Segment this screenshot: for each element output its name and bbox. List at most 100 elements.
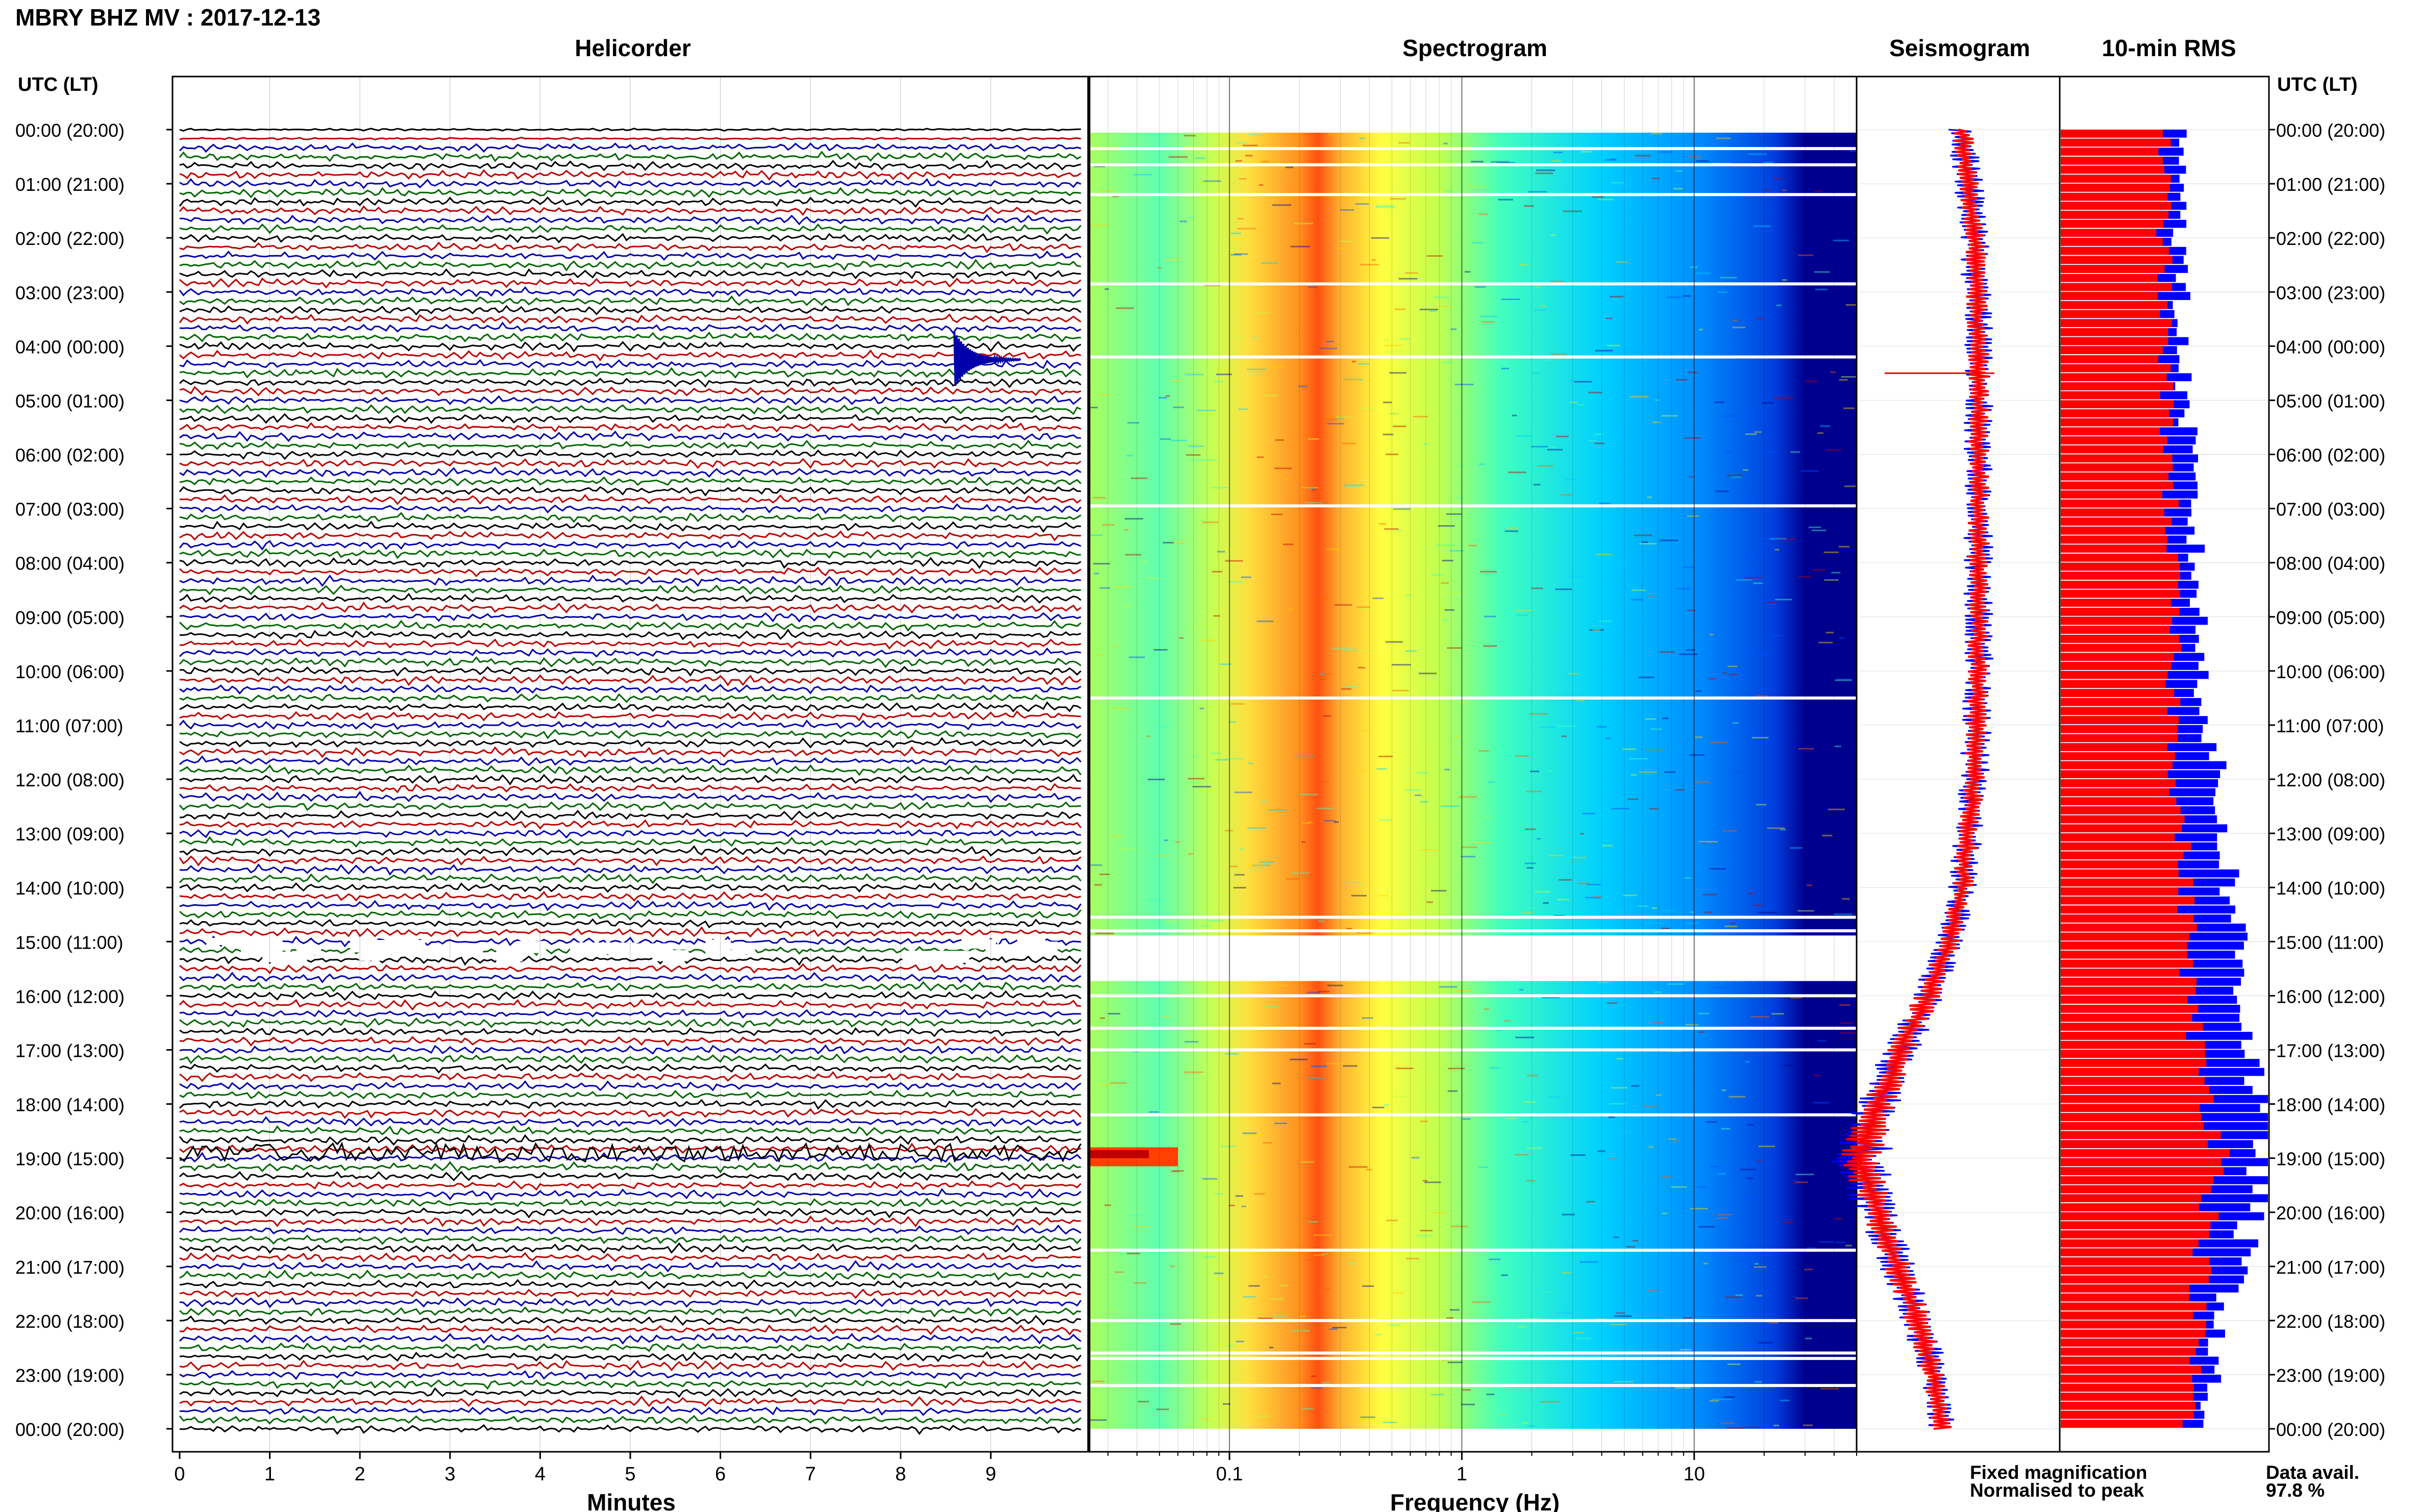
rms-bar-normalised: [2061, 680, 2166, 688]
spectrogram-speckle: [1371, 259, 1376, 261]
spectrogram-speckle: [1385, 351, 1404, 353]
helicorder-trace: [179, 935, 1081, 948]
rms-bar-normalised: [2061, 364, 2171, 373]
spectrogram-speckle: [1662, 1212, 1668, 1214]
rms-bar-normalised: [2061, 445, 2163, 454]
rms-bar-normalised: [2061, 743, 2167, 751]
rms-bar-normalised: [2061, 996, 2188, 1004]
rms-bar-normalised: [2061, 1212, 2219, 1221]
helicorder-trace: [179, 790, 1081, 803]
spectrogram-speckle: [1774, 549, 1780, 551]
spectrogram-speckle: [1233, 1160, 1238, 1162]
spectrogram-speckle: [1339, 240, 1351, 242]
helicorder-trace: [179, 178, 1081, 189]
helicorder-trace: [179, 359, 1081, 369]
spectrogram-speckle: [1108, 1013, 1121, 1015]
spectrogram-speckle: [1635, 155, 1651, 157]
spectrogram-speckle: [1596, 726, 1607, 728]
rms-bar-normalised: [2061, 508, 2164, 517]
spectrogram-speckle: [1203, 1256, 1217, 1258]
spectrogram-speckle: [1814, 271, 1830, 273]
spectrogram-speckle: [1547, 449, 1563, 451]
spectrogram-speckle: [1724, 451, 1733, 453]
spectrogram-speckle: [1444, 609, 1454, 611]
spectrogram-speckle: [1302, 1407, 1314, 1409]
spectrogram-speckle: [1405, 650, 1417, 652]
spectrogram-speckle: [1690, 266, 1698, 268]
rms-bar-normalised: [2061, 589, 2180, 598]
spectrogram-speckle: [1662, 909, 1675, 911]
spectrogram-speckle: [1431, 1212, 1446, 1214]
spectrogram-speckle: [1140, 602, 1145, 604]
spectrogram-speckle: [1225, 758, 1244, 760]
spectrogram-speckle: [1489, 1258, 1501, 1260]
rms-bar-normalised: [2061, 147, 2159, 156]
spectrogram-speckle: [1721, 1089, 1726, 1091]
spectrogram-speckle: [1141, 561, 1148, 563]
rms-bar-normalised: [2061, 1068, 2199, 1076]
spectrogram-speckle: [1300, 1161, 1315, 1163]
time-tick-right: 03:00 (23:00): [2276, 282, 2385, 303]
helicorder-gap: [262, 951, 307, 962]
spectrogram-speckle: [1312, 598, 1328, 600]
helicorder-trace: [179, 710, 1081, 722]
spectrogram-speckle: [1325, 418, 1338, 420]
spectrogram-speckle: [1242, 1132, 1257, 1134]
rms-bar-normalised: [2061, 896, 2195, 905]
spectrogram-speckle: [1608, 1117, 1615, 1119]
rms-bar-normalised: [2061, 292, 2158, 300]
spectrogram-speckle: [1236, 1341, 1245, 1343]
spectrogram-speckle: [1133, 1282, 1147, 1284]
spectrogram-speckle: [1469, 185, 1488, 187]
spectrogram-speckle: [1414, 795, 1422, 797]
spectrogram-speckle: [1481, 321, 1495, 323]
spectrogram-speckle: [1769, 451, 1777, 453]
spectrogram-speckle: [1376, 768, 1387, 770]
spectrogram-speckle: [1157, 267, 1162, 269]
spectrogram-speckle: [1609, 1103, 1626, 1105]
helicorder-trace: [179, 503, 1082, 514]
spectrogram-speckle: [1308, 1221, 1319, 1223]
helicorder-trace: [179, 918, 1081, 929]
spectrogram-speckle: [1486, 1394, 1495, 1396]
spectrogram-speckle: [1263, 394, 1278, 396]
spectrogram-speckle: [1229, 1047, 1248, 1049]
helicorder-trace: [179, 990, 1081, 1001]
spectrogram-speckle: [1203, 180, 1221, 182]
rms-bar-normalised: [2061, 959, 2193, 968]
rms-bar-normalised: [2061, 1221, 2211, 1230]
helicorder-trace: [179, 331, 1081, 343]
spectrogram-speckle: [1756, 1295, 1762, 1297]
spectrogram-speckle: [1355, 203, 1369, 205]
spectrogram-speckle: [1496, 1029, 1502, 1031]
spectrogram-speckle: [1340, 209, 1354, 211]
spectrogram-speckle: [1146, 899, 1165, 901]
spectrogram-speckle: [1436, 544, 1455, 547]
spectrogram-speckle: [1261, 801, 1269, 803]
spectrogram-speckle: [1536, 286, 1541, 288]
helicorder-panel: [171, 76, 1089, 1453]
helicorder-trace: [179, 1252, 1081, 1263]
spectrogram-speckle: [1644, 718, 1657, 720]
spectrogram-speckle: [1391, 664, 1411, 666]
spectrogram-speckle: [1610, 1324, 1627, 1326]
spectrogram-speckle: [1734, 772, 1741, 774]
spectrogram-speckle: [1516, 614, 1528, 616]
spectrogram-speckle: [1405, 1257, 1420, 1259]
helicorder-trace: [179, 656, 1081, 668]
spectrogram-speckle: [1126, 1252, 1141, 1254]
helicorder-trace: [179, 136, 1081, 141]
spectrogram-speckle: [1164, 839, 1168, 841]
rms-bar-normalised: [2061, 1203, 2199, 1211]
spectrogram-speckle: [1698, 1031, 1705, 1033]
spectrogram-speckle: [1765, 189, 1770, 191]
spectrogram-speckle: [1528, 191, 1547, 193]
spectrogram-speckle: [1268, 366, 1286, 368]
helicorder-trace: [179, 1063, 1081, 1074]
helicorder-trace: [179, 1017, 1081, 1028]
spectrogram-speckle: [1836, 1242, 1846, 1244]
spectrogram-speckle: [1348, 1166, 1368, 1168]
helicorder-trace: [179, 187, 1081, 199]
rms-bar-normalised: [2061, 256, 2173, 264]
spectrogram-speckle: [1729, 1096, 1745, 1098]
